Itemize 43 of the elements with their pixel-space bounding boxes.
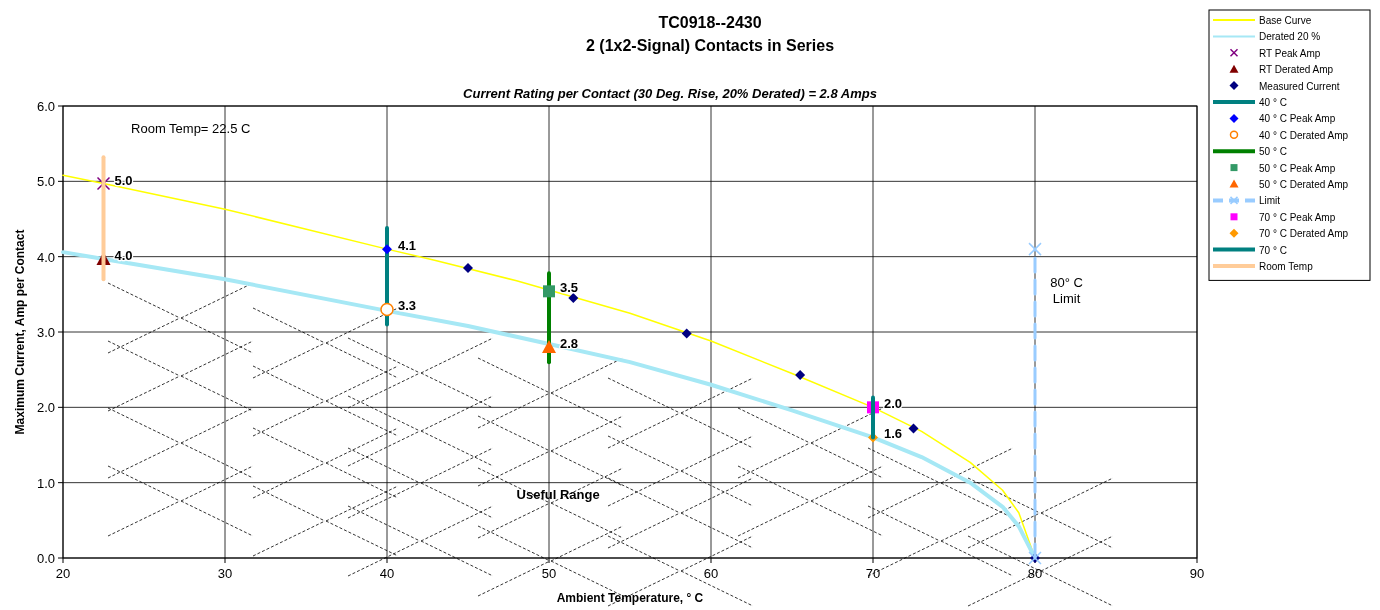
data-label: 3.3 bbox=[398, 298, 417, 314]
legend-label: Measured Current bbox=[1259, 80, 1340, 92]
legend-label: 40 ° C bbox=[1259, 97, 1287, 108]
data-label: 3.5 bbox=[560, 280, 579, 296]
x-axis-title: Ambient Temperature, ° C bbox=[556, 591, 704, 605]
legend-label: Room Temp bbox=[1259, 261, 1314, 272]
x-tick-label: 50 bbox=[541, 566, 557, 581]
legend-label: RT Peak Amp bbox=[1259, 47, 1321, 59]
x-tick-label: 70 bbox=[865, 566, 881, 581]
annotation: 80° C Limit bbox=[1050, 274, 1083, 306]
legend-label: 40 ° C Peak Amp bbox=[1259, 113, 1336, 125]
y-axis-title: Maximum Current, Amp per Contact bbox=[13, 229, 27, 435]
y-tick-label: 2.0 bbox=[36, 400, 55, 416]
legend-label: 70 ° C Derated Amp bbox=[1259, 228, 1349, 240]
legend-label: 70 ° C bbox=[1259, 244, 1287, 256]
y-tick-label: 0.0 bbox=[36, 551, 55, 566]
legend-label: RT Derated Amp bbox=[1259, 64, 1334, 76]
legend-label: 50 ° C bbox=[1259, 146, 1287, 158]
x-tick-label: 20 bbox=[55, 566, 71, 581]
x-tick-label: 80 bbox=[1027, 566, 1043, 581]
data-label: 4.1 bbox=[398, 238, 417, 254]
legend-label: Derated 20 % bbox=[1259, 31, 1321, 43]
data-label: 1.6 bbox=[884, 426, 903, 442]
x-tick-label: 30 bbox=[217, 566, 233, 581]
x-tick-label: 40 bbox=[379, 566, 395, 581]
legend-label: 40 ° C Derated Amp bbox=[1259, 129, 1349, 141]
chart-subtitle: Current Rating per Contact (30 Deg. Rise, 20% Derated) = 2.8 Amps bbox=[463, 86, 877, 101]
x-tick-label: 90 bbox=[1189, 566, 1205, 581]
y-tick-label: 3.0 bbox=[36, 325, 55, 340]
y-tick-label: 6.0 bbox=[36, 99, 55, 114]
annotation: Room Temp= 22.5 C bbox=[131, 121, 251, 137]
legend-label: Limit bbox=[1259, 195, 1281, 207]
legend-label: 70 ° C Peak Amp bbox=[1259, 211, 1336, 223]
data-label: 2.8 bbox=[560, 336, 579, 352]
legend-label: 50 ° C Peak Amp bbox=[1259, 162, 1336, 174]
y-tick-label: 4.0 bbox=[36, 249, 55, 265]
legend-label: Base Curve bbox=[1259, 15, 1312, 26]
x-tick-label: 60 bbox=[703, 566, 719, 581]
legend-label: 50 ° C Derated Amp bbox=[1259, 179, 1349, 190]
y-tick-label: 5.0 bbox=[36, 174, 55, 190]
y-tick-label: 1.0 bbox=[36, 475, 55, 491]
chart-title: TC0918--2430 2 (1x2-Signal) Contacts in Series bbox=[585, 14, 835, 54]
annotation: Useful Range bbox=[516, 487, 600, 503]
